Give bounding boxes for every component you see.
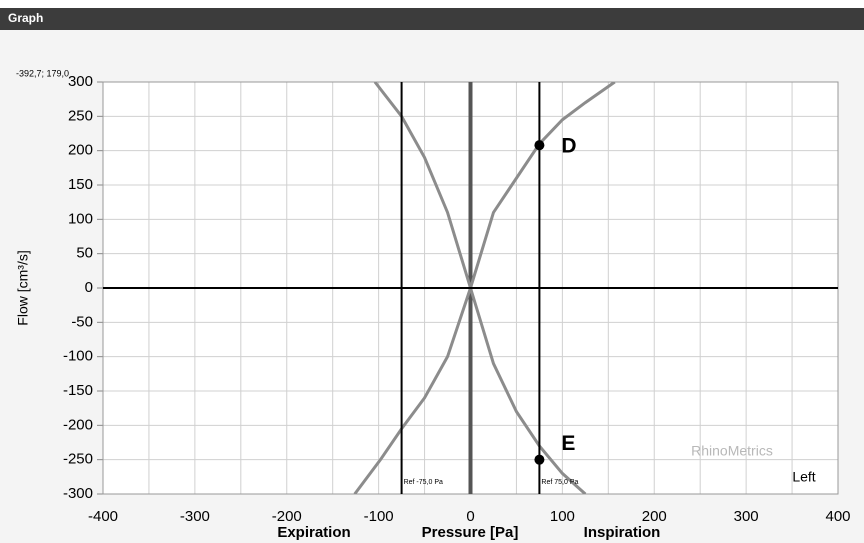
coordinates-readout: -392,7; 179,0 <box>16 68 69 78</box>
x-sublabel: Expiration <box>277 524 350 541</box>
x-tick-label: 400 <box>825 508 850 525</box>
y-tick-label: 300 <box>68 73 93 90</box>
watermark: RhinoMetrics <box>691 443 773 459</box>
flow-curve <box>373 82 587 494</box>
y-tick-label: -200 <box>63 416 93 433</box>
x-tick-label: -400 <box>88 508 118 525</box>
y-tick-label: -50 <box>71 313 93 330</box>
title-bar <box>0 8 864 30</box>
x-tick-label: -200 <box>272 508 302 525</box>
marker-point <box>534 454 545 465</box>
x-tick-label: 200 <box>642 508 667 525</box>
x-axis-label: Pressure [Pa] <box>422 524 519 541</box>
y-tick-label: -100 <box>63 348 93 365</box>
y-tick-label: 150 <box>68 176 93 193</box>
x-tick-label: -100 <box>364 508 394 525</box>
marker-point <box>534 140 545 151</box>
x-tick-label: 300 <box>734 508 759 525</box>
y-tick-label: -250 <box>63 451 93 468</box>
reference-label: Ref 75,0 Pa <box>541 479 578 486</box>
x-tick-label: -300 <box>180 508 210 525</box>
point-label: E <box>561 432 575 455</box>
y-axis-label: Flow [cm³/s] <box>15 250 31 325</box>
y-tick-label: 0 <box>85 279 93 296</box>
y-tick-label: 50 <box>76 245 93 262</box>
reference-label: Ref -75,0 Pa <box>404 479 443 486</box>
y-tick-label: -150 <box>63 382 93 399</box>
flow-curve <box>353 82 616 494</box>
y-tick-label: -300 <box>63 485 93 502</box>
point-label: D <box>561 135 576 158</box>
y-tick-label: 200 <box>68 142 93 159</box>
side-label: Left <box>792 469 815 485</box>
window-title: Graph <box>8 11 43 25</box>
y-tick-label: 250 <box>68 107 93 124</box>
y-tick-label: 100 <box>68 210 93 227</box>
x-tick-label: 0 <box>466 508 474 525</box>
x-tick-label: 100 <box>550 508 575 525</box>
x-sublabel: Inspiration <box>584 524 661 541</box>
